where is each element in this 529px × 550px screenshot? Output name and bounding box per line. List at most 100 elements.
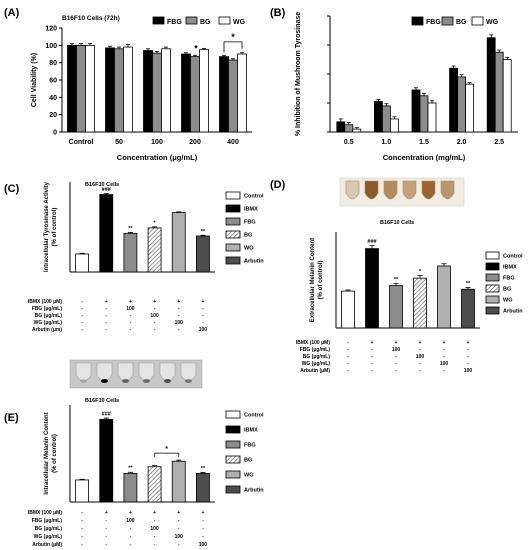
y-tick-label-a: 120 — [45, 26, 57, 33]
treatment-cell-d: - — [395, 368, 397, 374]
bar-a — [143, 50, 153, 133]
bar-d — [341, 290, 355, 329]
treatment-cell-e: - — [105, 518, 107, 524]
treatment-cell-d: - — [347, 347, 349, 353]
treatment-cell-d: - — [371, 361, 373, 367]
bar-e — [99, 418, 114, 503]
treatment-cell-c: - — [130, 320, 132, 326]
legend-swatch-d — [485, 306, 500, 315]
treatment-cell-d: - — [419, 361, 421, 367]
bar-d — [389, 285, 403, 329]
treatment-row-label-d: WG (μg/mL) — [302, 361, 331, 367]
treatment-cell-e: - — [154, 534, 156, 540]
legend-label-c: BG — [244, 233, 252, 239]
treatment-cell-e: - — [81, 518, 83, 524]
chart-title-a: B16F10 Cells (72h) — [62, 15, 120, 22]
bar-a — [181, 53, 191, 133]
bar-b — [427, 102, 437, 133]
treatment-cell-d: - — [347, 340, 349, 346]
treatment-cell-c: - — [154, 306, 156, 312]
x-tick-label-b: 1.5 — [419, 139, 429, 146]
legend-swatch-e — [225, 455, 241, 464]
treatment-cell-c: - — [81, 299, 83, 305]
tube-photo-e — [69, 359, 203, 389]
treatment-cell-e: - — [178, 518, 180, 524]
legend-swatch-a — [185, 16, 198, 25]
treatment-cell-c: - — [81, 327, 83, 333]
bar-c — [99, 194, 114, 273]
x-axis-label-a: Concentration (μg/mL) — [117, 153, 198, 162]
bar-d — [437, 265, 451, 329]
treatment-cell-d: 100 — [440, 361, 449, 367]
treatment-row-label-c: BG (μg/mL) — [35, 313, 63, 319]
treatment-cell-d: - — [347, 368, 349, 374]
treatment-cell-d: - — [443, 354, 445, 360]
bar-c — [147, 227, 162, 273]
y-tick-label-a: 20 — [49, 112, 57, 119]
treatment-cell-c: + — [201, 299, 204, 305]
treatment-cell-e: - — [154, 518, 156, 524]
bar-a — [105, 47, 115, 133]
treatment-cell-d: - — [443, 368, 445, 374]
treatment-cell-e: + — [129, 510, 132, 516]
treatment-row-label-c: IBMX (100 μM) — [28, 299, 63, 305]
treatment-cell-d: + — [443, 340, 446, 346]
treatment-cell-c: - — [154, 327, 156, 333]
treatment-cell-c: - — [202, 320, 204, 326]
x-tick-label-b: 0.5 — [344, 139, 354, 146]
legend-swatch-c — [225, 230, 241, 239]
treatment-row-label-d: Arbutin (μM) — [300, 368, 330, 374]
legend-swatch-b — [441, 16, 454, 26]
treatment-cell-e: - — [178, 542, 180, 548]
treatment-row-label-d: IBMX (100 μM) — [296, 340, 331, 346]
legend-swatch-d — [485, 295, 500, 304]
bar-d — [461, 288, 475, 329]
treatment-cell-d: - — [371, 347, 373, 353]
significance-mark-d: ** — [466, 281, 471, 287]
legend-swatch-e — [225, 470, 241, 479]
treatment-cell-c: - — [105, 306, 107, 312]
y-tick-label-a: 80 — [49, 60, 57, 67]
treatment-cell-c: + — [153, 299, 156, 305]
treatment-row-label-e: FBG (μg/mL) — [32, 518, 63, 524]
treatment-cell-d: - — [347, 354, 349, 360]
treatment-cell-e: - — [81, 534, 83, 540]
treatment-cell-c: + — [129, 299, 132, 305]
significance-mark-e: ** — [201, 466, 206, 472]
chart-title-e: B16F10 Cells — [85, 398, 119, 404]
legend-swatch-e — [225, 485, 241, 494]
bar-b — [465, 83, 475, 133]
panel-label-a: (A) — [4, 7, 20, 19]
treatment-cell-c: - — [105, 320, 107, 326]
treatment-cell-e: - — [81, 510, 83, 516]
treatment-cell-c: - — [202, 313, 204, 319]
y-axis-label-c: (% of control) — [52, 208, 58, 247]
treatment-cell-c: - — [178, 327, 180, 333]
treatment-row-label-e: WG (μg/mL) — [34, 534, 63, 540]
y-tick-label-a: 100 — [45, 43, 57, 50]
legend-label-b: FBG — [426, 19, 441, 26]
pellet-e — [185, 379, 192, 383]
bar-a — [161, 48, 171, 133]
panel-label-e: (E) — [4, 412, 19, 424]
legend-label-b: WG — [486, 19, 499, 26]
treatment-cell-e: - — [202, 526, 204, 532]
bar-a — [237, 53, 247, 133]
treatment-cell-d: + — [419, 340, 422, 346]
bar-b — [411, 89, 421, 133]
treatment-cell-c: - — [105, 327, 107, 333]
treatment-cell-c: 100 — [126, 306, 135, 312]
legend-label-d: Control — [503, 254, 523, 260]
significance-star-e: * — [165, 446, 168, 453]
bar-b — [336, 121, 346, 133]
treatment-cell-d: 100 — [392, 347, 401, 353]
treatment-cell-d: - — [467, 361, 469, 367]
bar-e — [75, 479, 89, 503]
treatment-cell-d: - — [395, 354, 397, 360]
treatment-cell-e: - — [130, 542, 132, 548]
significance-mark-c: ** — [128, 226, 133, 232]
treatment-cell-c: - — [81, 320, 83, 326]
bar-a — [123, 46, 133, 133]
bar-d — [413, 277, 427, 329]
pellet-e — [122, 379, 129, 383]
